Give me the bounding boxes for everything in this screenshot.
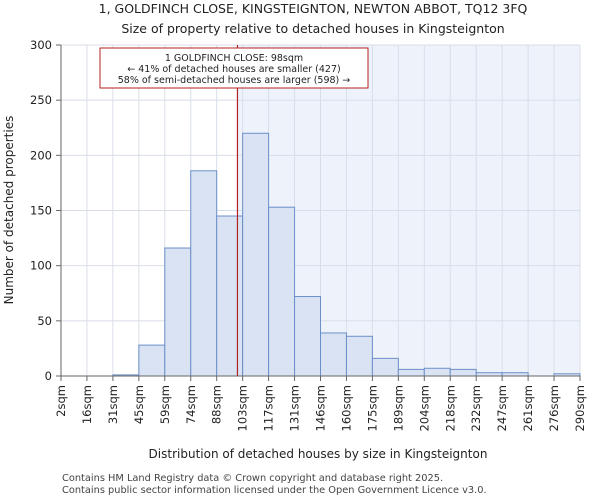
y-tick-label: 150 [30, 204, 52, 218]
x-tick-label: 59sqm [158, 385, 172, 424]
x-tick-label: 117sqm [262, 385, 276, 431]
x-tick-label: 74sqm [184, 385, 198, 424]
x-axis-title: Distribution of detached houses by size … [149, 447, 488, 461]
chart-title: 1, GOLDFINCH CLOSE, KINGSTEIGNTON, NEWTO… [99, 1, 528, 16]
annotation-line-3: 58% of semi-detached houses are larger (… [118, 75, 351, 86]
annotation-box: 1 GOLDFINCH CLOSE: 98sqm ← 41% of detach… [99, 47, 369, 89]
x-tick-label: 247sqm [495, 385, 509, 431]
annotation-line-1: 1 GOLDFINCH CLOSE: 98sqm [165, 53, 303, 64]
y-tick-label: 200 [30, 148, 52, 162]
bar [423, 367, 451, 377]
x-tick-label: 2sqm [54, 385, 68, 417]
x-tick-label: 204sqm [417, 385, 431, 431]
bar [190, 170, 218, 377]
x-tick-label: 31sqm [106, 385, 120, 424]
x-axis: 2sqm 16sqm 31sqm 45sqm 59sqm 74sqm 88sqm 103sqm… [54, 376, 587, 431]
x-tick-label: 261sqm [521, 385, 535, 431]
x-tick-label: 290sqm [573, 385, 587, 431]
x-tick-label: 276sqm [547, 385, 561, 431]
y-tick-label: 250 [30, 93, 52, 107]
y-axis-title: Number of detached properties [2, 116, 16, 305]
x-tick-label: 88sqm [210, 385, 224, 424]
x-tick-label: 16sqm [80, 385, 94, 424]
bar [294, 296, 321, 377]
bar [164, 247, 192, 377]
chart-subtitle: Size of property relative to detached ho… [121, 21, 504, 36]
bar [268, 206, 296, 377]
x-tick-label: 232sqm [469, 385, 483, 431]
bar [320, 332, 347, 377]
y-tick-label: 300 [30, 38, 52, 52]
footer-licence: Contains public sector information licen… [62, 485, 487, 496]
footer-copyright: Contains HM Land Registry data © Crown c… [62, 473, 444, 484]
x-tick-label: 160sqm [339, 385, 353, 431]
x-tick-label: 189sqm [391, 385, 405, 431]
bar [371, 357, 399, 377]
y-tick-label: 0 [45, 369, 52, 383]
bar [449, 368, 477, 377]
y-tick-label: 50 [37, 314, 52, 328]
bar [242, 132, 270, 377]
x-tick-label: 45sqm [132, 385, 146, 424]
x-tick-label: 131sqm [288, 385, 302, 431]
bar [138, 344, 166, 377]
x-tick-label: 103sqm [236, 385, 250, 431]
bars-group [112, 132, 581, 377]
bar [216, 215, 244, 377]
bar [345, 335, 373, 377]
y-tick-label: 100 [30, 259, 52, 273]
x-tick-label: 146sqm [314, 385, 328, 431]
bar [397, 368, 425, 377]
x-tick-label: 218sqm [443, 385, 457, 431]
y-axis: 0 50 100 150 200 250 300 [30, 38, 61, 383]
annotation-line-2: ← 41% of detached houses are smaller (42… [127, 64, 340, 75]
x-tick-label: 175sqm [365, 385, 379, 431]
